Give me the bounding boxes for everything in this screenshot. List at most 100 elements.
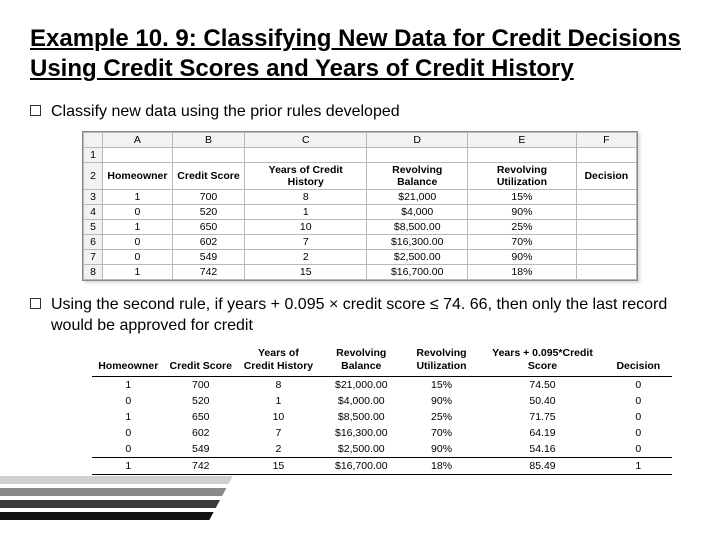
slide-title: Example 10. 9: Classifying New Data for … <box>30 24 690 84</box>
t2-header-cell: RevolvingBalance <box>320 344 403 376</box>
t2-cell: $21,000.00 <box>320 376 403 393</box>
t2-cell: 0 <box>605 376 672 393</box>
t2-row: 165010$8,500.0025%71.750 <box>92 409 672 425</box>
ss-cell: 0 <box>103 249 173 264</box>
t2-cell: 15% <box>403 376 481 393</box>
t2-cell: 18% <box>403 457 481 474</box>
ss-cell: 650 <box>172 219 244 234</box>
bullet-2-text: Using the second rule, if years + 0.095 … <box>51 295 690 337</box>
t2-cell: 7 <box>237 425 320 441</box>
ss-cell: 1 <box>103 219 173 234</box>
t2-cell: 1 <box>92 376 165 393</box>
ss-cell: 520 <box>172 204 244 219</box>
t2-cell: 25% <box>403 409 481 425</box>
t2-cell: 0 <box>605 393 672 409</box>
ss-rownum: 3 <box>84 189 103 204</box>
t2-cell: $16,700.00 <box>320 457 403 474</box>
ss-cell <box>576 249 636 264</box>
ss-cell <box>367 147 468 162</box>
ss-cell: 1 <box>245 204 367 219</box>
t2-cell: 0 <box>605 425 672 441</box>
t2-header-cell: Years + 0.095*CreditScore <box>480 344 604 376</box>
ss-col-C: C <box>245 132 367 147</box>
ss-col-E: E <box>468 132 577 147</box>
ss-col-F: F <box>576 132 636 147</box>
ss-cell: 7 <box>245 234 367 249</box>
ss-cell <box>103 147 173 162</box>
spreadsheet-table: ABCDEF12HomeownerCredit ScoreYears of Cr… <box>82 131 638 281</box>
t2-cell: 54.16 <box>480 441 604 458</box>
t2-header-cell: Years ofCredit History <box>237 344 320 376</box>
t2-row: 17008$21,000.0015%74.500 <box>92 376 672 393</box>
ss-cell: 1 <box>103 264 173 279</box>
ss-cell: 2 <box>245 249 367 264</box>
ss-rownum: 2 <box>84 162 103 189</box>
t2-cell: 650 <box>165 409 238 425</box>
ss-rownum: 8 <box>84 264 103 279</box>
ss-cell: $16,700.00 <box>367 264 468 279</box>
t2-cell: 1 <box>237 393 320 409</box>
t2-cell: $4,000.00 <box>320 393 403 409</box>
ss-cell: 549 <box>172 249 244 264</box>
ss-cell <box>172 147 244 162</box>
t2-cell: 0 <box>605 409 672 425</box>
ss-cell: 90% <box>468 204 577 219</box>
ss-cell: 90% <box>468 249 577 264</box>
t2-header-cell: Decision <box>605 344 672 376</box>
t2-header-cell: RevolvingUtilization <box>403 344 481 376</box>
ss-cell: $21,000 <box>367 189 468 204</box>
t2-row: 05201$4,000.0090%50.400 <box>92 393 672 409</box>
t2-cell: 50.40 <box>480 393 604 409</box>
ss-cell: 15% <box>468 189 577 204</box>
t2-cell: 1 <box>605 457 672 474</box>
ss-cell <box>576 189 636 204</box>
ss-row: 1 <box>84 147 637 162</box>
ss-cell: $8,500.00 <box>367 219 468 234</box>
t2-header-cell: Homeowner <box>92 344 165 376</box>
ss-col-A: A <box>103 132 173 147</box>
ss-cell: 602 <box>172 234 244 249</box>
ss-row: 5165010$8,500.0025% <box>84 219 637 234</box>
ss-cell <box>576 204 636 219</box>
ss-cell: $4,000 <box>367 204 468 219</box>
ss-row: 317008$21,00015% <box>84 189 637 204</box>
ss-rownum: 5 <box>84 219 103 234</box>
ss-row: 705492$2,500.0090% <box>84 249 637 264</box>
t2-cell: 15 <box>237 457 320 474</box>
ss-header-cell: Homeowner <box>103 162 173 189</box>
t2-cell: 90% <box>403 393 481 409</box>
results-table: HomeownerCredit ScoreYears ofCredit Hist… <box>92 344 672 474</box>
t2-cell: 0 <box>92 441 165 458</box>
ss-col-D: D <box>367 132 468 147</box>
t2-row: 06027$16,300.0070%64.190 <box>92 425 672 441</box>
bullet-box-icon <box>30 298 41 309</box>
t2-cell: 0 <box>605 441 672 458</box>
ss-cell: 1 <box>103 189 173 204</box>
t2-header-row: HomeownerCredit ScoreYears ofCredit Hist… <box>92 344 672 376</box>
ss-cell: 8 <box>245 189 367 204</box>
ss-cell: $2,500.00 <box>367 249 468 264</box>
bullet-1-text: Classify new data using the prior rules … <box>51 102 690 123</box>
ss-rownum: 1 <box>84 147 103 162</box>
t2-cell: 1 <box>92 409 165 425</box>
ss-cell: 10 <box>245 219 367 234</box>
t2-cell: 602 <box>165 425 238 441</box>
ss-cell: 18% <box>468 264 577 279</box>
t2-cell: 71.75 <box>480 409 604 425</box>
ss-row: 8174215$16,700.0018% <box>84 264 637 279</box>
ss-cell: 700 <box>172 189 244 204</box>
t2-cell: $2,500.00 <box>320 441 403 458</box>
ss-cell: 15 <box>245 264 367 279</box>
t2-cell: 85.49 <box>480 457 604 474</box>
ss-corner <box>84 132 103 147</box>
ss-cell: $16,300.00 <box>367 234 468 249</box>
ss-header-cell: Credit Score <box>172 162 244 189</box>
t2-header-cell: Credit Score <box>165 344 238 376</box>
ss-header-cell: Years of Credit History <box>245 162 367 189</box>
ss-cell <box>576 147 636 162</box>
t2-cell: 8 <box>237 376 320 393</box>
t2-cell: 90% <box>403 441 481 458</box>
ss-cell: 0 <box>103 204 173 219</box>
ss-cell: 25% <box>468 219 577 234</box>
ss-cell: 742 <box>172 264 244 279</box>
